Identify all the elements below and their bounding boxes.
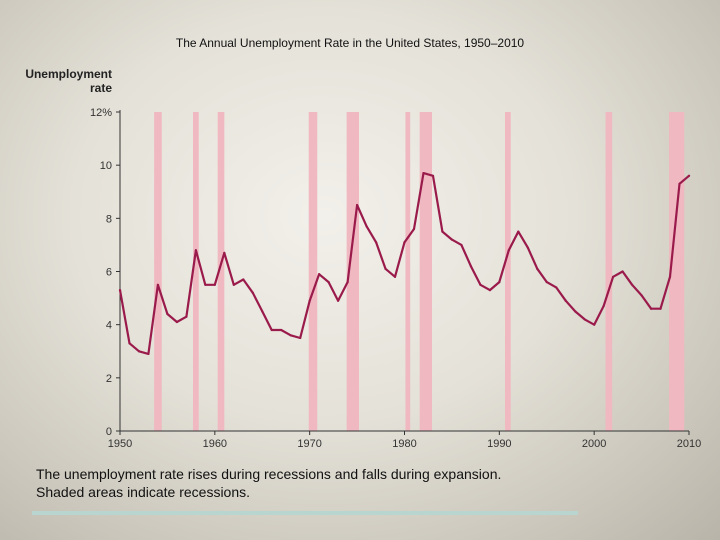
unemployment-rate-series-line bbox=[118, 172, 691, 355]
data-point-1993 bbox=[526, 246, 529, 249]
data-point-2008 bbox=[668, 275, 672, 278]
y-axis-label-line-2: rate bbox=[90, 81, 112, 95]
data-point-1956 bbox=[175, 320, 178, 324]
data-point-2004 bbox=[631, 283, 634, 286]
data-point-1981 bbox=[412, 227, 416, 231]
data-point-1973 bbox=[337, 299, 340, 302]
caption-line-2: Shaded areas indicate recessions. bbox=[36, 484, 251, 500]
y-tick-label-0: 0 bbox=[106, 426, 112, 438]
recession-band-7 bbox=[419, 112, 433, 431]
data-point-1978 bbox=[384, 267, 387, 270]
y-tick-label-6: 6 bbox=[106, 267, 112, 279]
data-point-2001 bbox=[602, 304, 605, 308]
data-point-2006 bbox=[649, 307, 653, 310]
figure-caption: The unemployment rate rises during reces… bbox=[36, 465, 676, 501]
recession-band-10 bbox=[669, 112, 685, 431]
data-point-1971 bbox=[318, 273, 321, 276]
recession-band-1 bbox=[154, 112, 162, 431]
data-point-2002 bbox=[612, 275, 615, 278]
data-point-1972 bbox=[327, 281, 330, 284]
data-point-1997 bbox=[564, 299, 567, 302]
recession-band-3 bbox=[217, 112, 225, 431]
data-point-2010 bbox=[687, 174, 691, 177]
y-tick-label-2: 2 bbox=[106, 373, 112, 385]
data-point-1980 bbox=[403, 241, 406, 244]
data-point-1977 bbox=[374, 241, 378, 244]
data-point-1991 bbox=[507, 249, 510, 252]
recession-band-8 bbox=[505, 112, 511, 431]
data-point-1965 bbox=[261, 310, 264, 313]
data-point-1983 bbox=[431, 174, 435, 177]
data-point-1987 bbox=[469, 265, 472, 268]
data-point-2007 bbox=[659, 307, 662, 310]
data-point-1976 bbox=[365, 225, 368, 228]
data-point-1950 bbox=[118, 289, 122, 292]
data-point-1984 bbox=[441, 230, 444, 233]
data-point-1975 bbox=[355, 203, 359, 207]
data-point-1996 bbox=[555, 286, 558, 289]
data-point-1958 bbox=[194, 249, 197, 252]
data-line-layer bbox=[118, 172, 691, 356]
y-tick-label-8: 8 bbox=[106, 213, 112, 225]
data-point-1964 bbox=[251, 291, 254, 294]
data-point-1967 bbox=[280, 328, 283, 332]
data-point-1988 bbox=[479, 283, 482, 286]
x-tick-label-1960: 1960 bbox=[203, 438, 227, 450]
x-tick-label-1990: 1990 bbox=[487, 438, 511, 450]
data-point-1952 bbox=[137, 350, 141, 353]
caption-line-1: The unemployment rate rises during reces… bbox=[36, 466, 502, 482]
data-point-1992 bbox=[517, 230, 520, 233]
data-point-1979 bbox=[393, 275, 397, 278]
recession-band-2 bbox=[193, 112, 199, 431]
data-point-1985 bbox=[450, 238, 454, 241]
data-point-1989 bbox=[488, 289, 491, 292]
y-tick-label-10: 10 bbox=[100, 160, 112, 172]
data-point-1957 bbox=[185, 315, 188, 318]
tick-labels: 0 2 4 6 8 10 12% 1950 1960 1970 1980 1990 2000 2010 Un… bbox=[25, 67, 701, 450]
recession-band-4 bbox=[308, 112, 318, 431]
data-point-1959 bbox=[204, 283, 207, 286]
unemployment-line-chart: 0 2 4 6 8 10 12% 1950 1960 1970 1980 1990 2000 2010 Un… bbox=[25, 67, 701, 450]
data-point-1968 bbox=[289, 334, 292, 337]
x-tick-label-2010: 2010 bbox=[677, 438, 701, 450]
x-tick-label-1980: 1980 bbox=[392, 438, 416, 450]
data-point-1960 bbox=[213, 283, 216, 286]
recession-band-5 bbox=[346, 112, 359, 431]
y-tick-label-12: 12% bbox=[90, 107, 112, 119]
data-point-1954 bbox=[156, 283, 160, 286]
data-point-1951 bbox=[128, 342, 131, 345]
data-point-1974 bbox=[346, 281, 349, 284]
chart-title: The Annual Unemployment Rate in the Unit… bbox=[175, 36, 525, 50]
y-tick-label-4: 4 bbox=[106, 320, 112, 332]
data-point-1995 bbox=[545, 281, 548, 284]
recession-band-9 bbox=[605, 112, 613, 431]
data-point-1986 bbox=[460, 243, 463, 247]
data-point-1982 bbox=[422, 172, 425, 175]
recession-bands bbox=[154, 112, 685, 431]
data-point-2003 bbox=[621, 270, 624, 273]
data-point-1990 bbox=[498, 281, 501, 284]
data-point-1966 bbox=[270, 328, 273, 332]
data-point-2000 bbox=[593, 323, 596, 326]
data-point-2009 bbox=[678, 182, 681, 185]
data-point-2005 bbox=[640, 294, 643, 297]
recession-band-6 bbox=[405, 112, 411, 431]
data-point-1970 bbox=[308, 299, 311, 302]
y-axis-label-line-1: Unemployment bbox=[25, 67, 112, 81]
x-tick-label-2000: 2000 bbox=[582, 438, 606, 450]
data-point-1953 bbox=[147, 352, 150, 356]
axes bbox=[116, 110, 690, 435]
x-tick-label-1950: 1950 bbox=[108, 438, 132, 450]
data-point-1999 bbox=[583, 318, 586, 321]
data-point-1994 bbox=[536, 267, 539, 270]
data-point-1963 bbox=[242, 278, 245, 281]
caption-underline bbox=[32, 511, 578, 515]
data-point-1998 bbox=[574, 310, 577, 313]
data-point-1962 bbox=[232, 283, 235, 286]
data-point-1969 bbox=[299, 336, 302, 340]
x-tick-label-1970: 1970 bbox=[297, 438, 321, 450]
data-point-1955 bbox=[166, 312, 169, 316]
data-point-1961 bbox=[223, 251, 226, 254]
